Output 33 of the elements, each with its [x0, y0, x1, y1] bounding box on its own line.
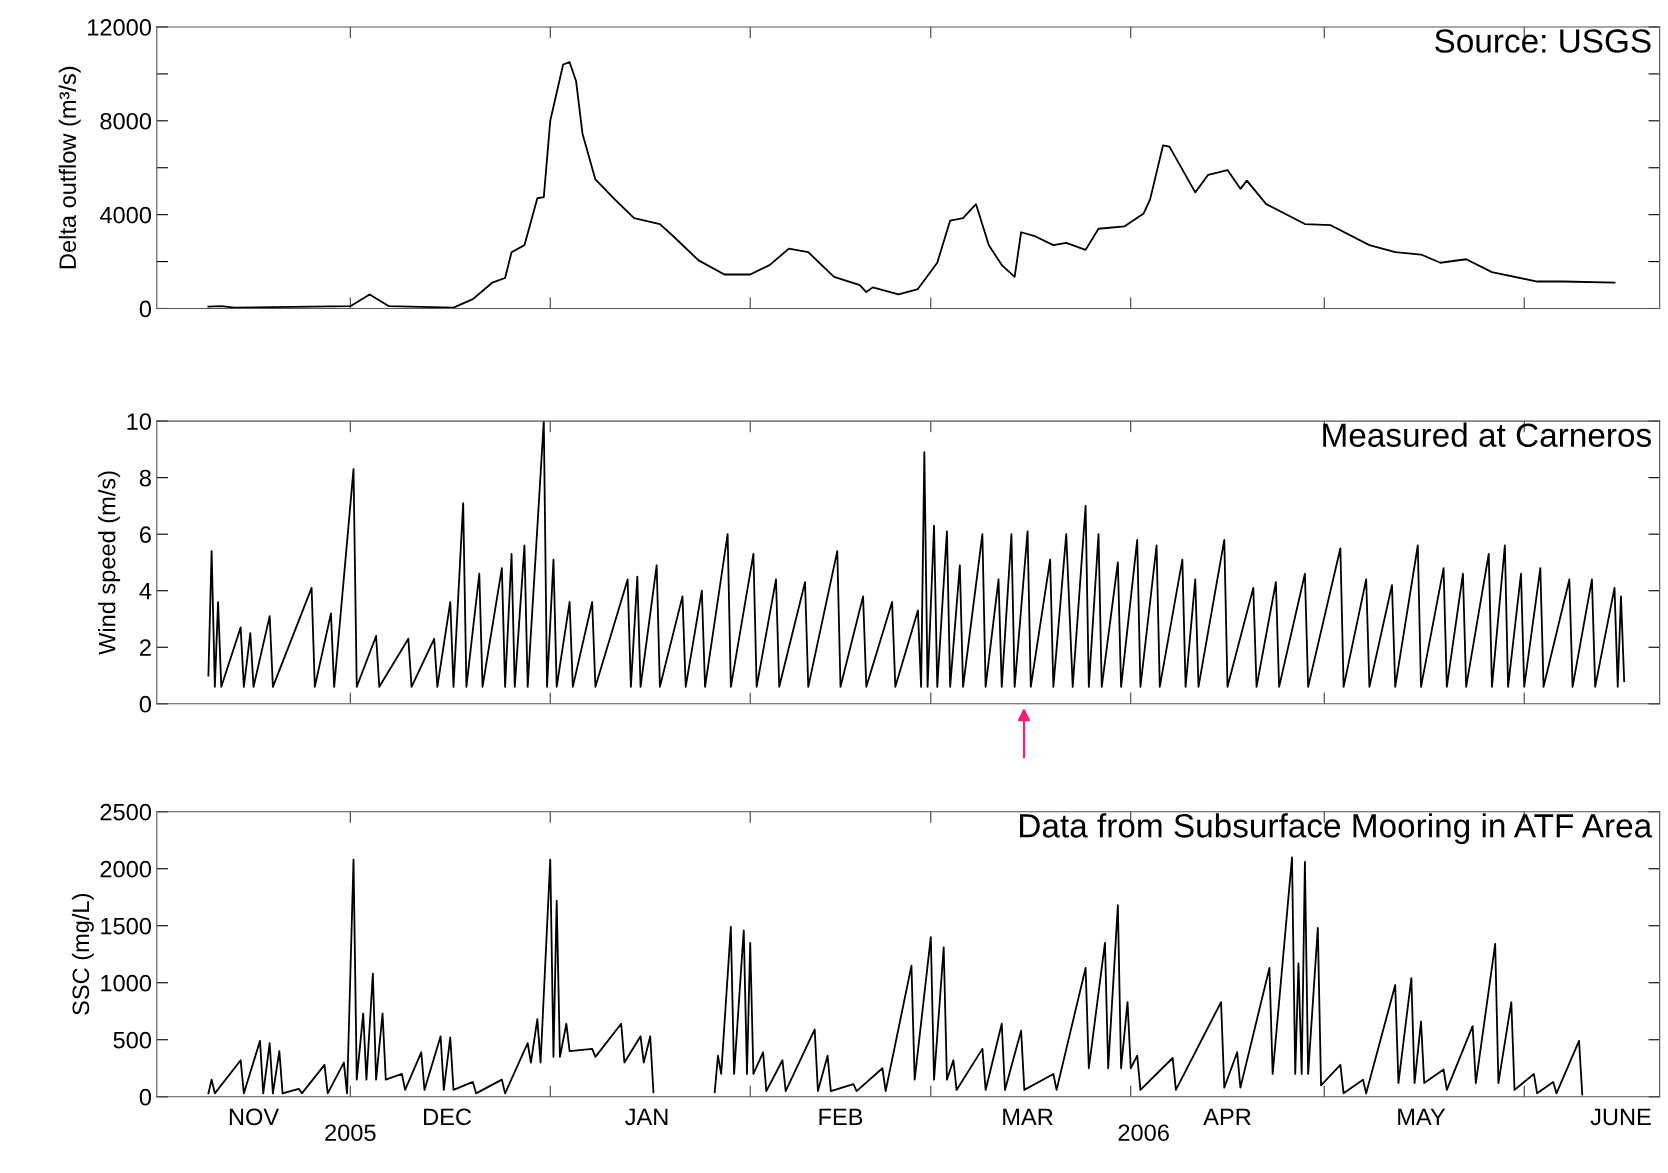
y-tick-label: 0	[139, 300, 152, 318]
y-tick-label: 4000	[99, 206, 152, 224]
y-axis-title: Wind speed (m/s)	[98, 471, 121, 655]
y-tick-label: 10	[127, 413, 152, 430]
annotation: Source: USGS	[1435, 29, 1651, 53]
x-tick-label: NOV	[229, 1108, 280, 1126]
y-tick-label: 2	[139, 639, 151, 656]
y-tick-label: 4	[139, 583, 152, 600]
x2-tick-label: 2006	[1118, 1124, 1169, 1142]
x-tick-label: MAY	[1398, 1108, 1446, 1125]
y-axis-title: SSC (mg/L)	[71, 894, 94, 1015]
x-tick-label: JAN	[625, 1108, 668, 1126]
y-tick-label: 6	[140, 526, 151, 543]
annotation: Data from Subsurface Mooring in ATF Area	[1020, 813, 1653, 845]
x-tick-label: FEB	[819, 1108, 863, 1125]
x-tick-label: JUNE	[1590, 1108, 1651, 1126]
x2-tick-label: 2005	[325, 1124, 376, 1142]
y-axis-title: Delta outflow (m³/s)	[58, 66, 81, 269]
y-tick-label: 2000	[100, 860, 152, 878]
annotation: Measured at Carneros	[1323, 422, 1651, 447]
y-tick-label: 12000	[88, 19, 152, 36]
x-tick-label: MAR	[1003, 1108, 1053, 1125]
y-tick-label: 500	[113, 1031, 152, 1049]
x-tick-label: APR	[1203, 1108, 1251, 1125]
y-tick-label: 0	[139, 1088, 152, 1106]
y-tick-label: 2500	[100, 803, 152, 821]
line-series	[207, 61, 1616, 309]
y-tick-label: 1000	[101, 974, 152, 992]
y-tick-label: 1500	[101, 917, 152, 935]
x-tick-label: DEC	[424, 1108, 472, 1126]
y-tick-label: 8	[139, 469, 151, 487]
y-tick-label: 8000	[100, 112, 152, 130]
y-tick-label: 0	[139, 695, 152, 713]
